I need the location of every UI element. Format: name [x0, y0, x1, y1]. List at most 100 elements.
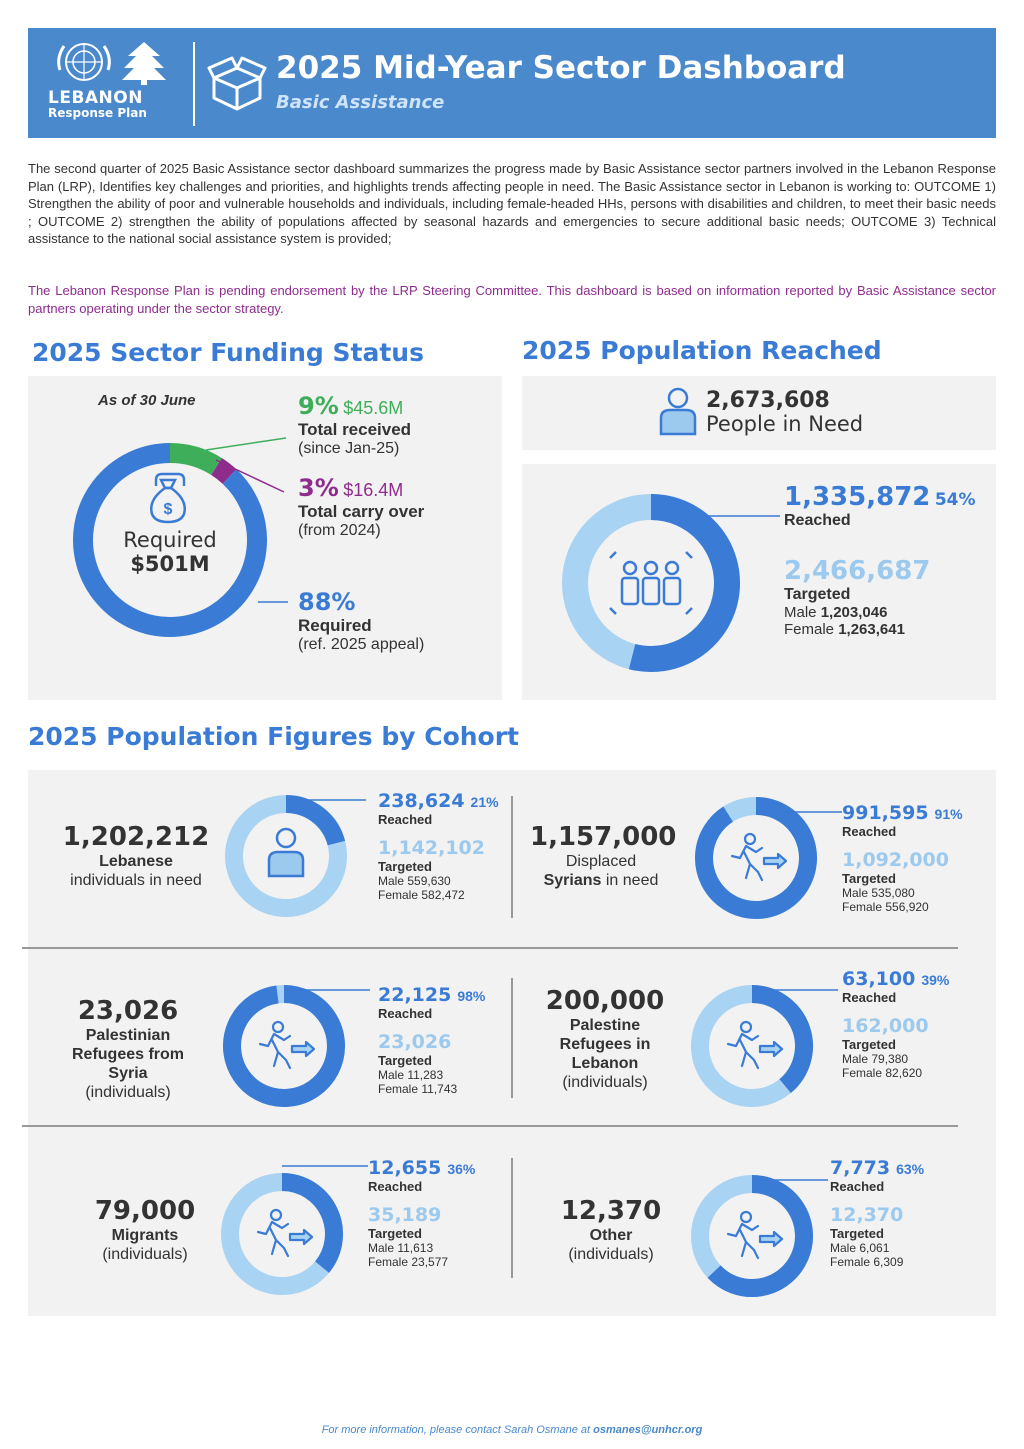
funding-center-label: Required	[123, 528, 217, 552]
population-donut	[562, 494, 740, 672]
cohort-reached-label: Reached	[842, 824, 897, 839]
running-person-icon	[730, 832, 788, 882]
header-banner: LEBANON Response Plan 2025 Mid-Year Sect…	[28, 28, 996, 138]
cohort-targeted-label: Targeted	[842, 871, 896, 886]
intro-paragraph: The second quarter of 2025 Basic Assista…	[28, 161, 996, 246]
received-pct: 9%	[298, 392, 339, 420]
population-reached-segment	[628, 494, 740, 672]
cohort-targeted-value: 35,189	[368, 1204, 442, 1226]
pin-label: People in Need	[706, 412, 864, 436]
cohort-lebanese-header: 1,202,212 Lebanese individuals in need	[50, 822, 222, 890]
required-pct: 88%	[298, 588, 356, 616]
funding-donut	[73, 443, 267, 637]
population-target-value: 2,466,687	[784, 556, 931, 586]
required-block: 88% Required (ref. 2025 appeal)	[298, 588, 424, 654]
cohort-male: Male 11,283	[378, 1068, 444, 1082]
cohort-male: Male 11,613	[368, 1241, 434, 1255]
footer-contact: For more information, please contact Sar…	[0, 1424, 1024, 1436]
cohort-prs-header: 23,026 Palestinian Refugees from Syria (…	[52, 996, 204, 1102]
funding-carryover-segment	[211, 458, 237, 485]
received-note: (since Jan-25)	[298, 440, 400, 457]
population-heading: 2025 Population Reached	[522, 336, 882, 365]
cohort-name: Palestinian Refugees from Syria	[71, 1027, 185, 1082]
cohort-reached-pct: 39%	[921, 972, 950, 988]
cohort-reached-segment	[751, 985, 813, 1093]
cohort-leader-line	[284, 989, 370, 991]
cohort-in-need-value: 79,000	[94, 1196, 196, 1226]
cohort-name-prefix: Displaced	[565, 853, 637, 870]
population-target-label: Targeted	[784, 586, 851, 603]
cohort-syrians-stats: 991,595 91% Reached 1,092,000 Targeted Ma…	[842, 802, 963, 914]
cohort-migrants-donut	[221, 1173, 343, 1295]
required-label: Required	[298, 616, 372, 635]
population-panel	[522, 464, 996, 700]
population-male-label: Male	[784, 604, 817, 621]
cohort-row-divider	[22, 1125, 958, 1127]
cohort-in-need-value: 1,157,000	[530, 822, 677, 852]
cohort-male: Male 559,630	[378, 874, 451, 888]
cohort-migrants-stats: 12,655 36% Reached 35,189 Targeted Male 1…	[368, 1157, 475, 1269]
cohort-reached-label: Reached	[368, 1179, 423, 1194]
cohort-reached-pct: 63%	[896, 1161, 925, 1177]
cohort-column-divider	[511, 1158, 513, 1278]
cohort-name: Syrians	[543, 872, 602, 889]
population-leader-line	[690, 515, 780, 517]
cohort-targeted-label: Targeted	[378, 1053, 432, 1068]
person-icon	[659, 387, 697, 436]
cohort-targeted-value: 162,000	[842, 1015, 929, 1037]
pin-box	[522, 376, 996, 450]
required-note: (ref. 2025 appeal)	[298, 636, 425, 653]
cohort-reached-pct: 98%	[457, 988, 486, 1004]
population-reached-value: 1,335,872	[784, 482, 931, 512]
cohort-targeted-value: 23,026	[378, 1031, 452, 1053]
contact-email-link[interactable]: osmanes@unhcr.org	[593, 1424, 703, 1436]
cohort-female: Female 11,743	[378, 1082, 458, 1096]
received-label: Total received	[298, 420, 412, 439]
cohorts-heading: 2025 Population Figures by Cohort	[28, 722, 519, 751]
carry-pct: 3%	[298, 474, 339, 502]
funding-date: As of 30 June	[98, 392, 196, 409]
cohort-female: Female 556,920	[842, 900, 929, 914]
cohort-prl-donut	[691, 985, 813, 1107]
cohort-reached-value: 22,125	[378, 984, 452, 1006]
box-icon	[207, 56, 267, 111]
cohort-other-donut	[691, 1175, 813, 1297]
cohort-reached-value: 7,773	[830, 1157, 891, 1179]
cohort-reached-pct: 36%	[447, 1161, 476, 1177]
population-reached-pct: 54%	[934, 490, 976, 510]
carry-note: (from 2024)	[298, 522, 381, 539]
population-male-value: 1,203,046	[820, 604, 888, 621]
cohort-name: Migrants	[111, 1227, 179, 1244]
cohort-lebanese-donut	[225, 795, 347, 917]
cohort-leader-line	[752, 1179, 828, 1181]
cohort-description: (individuals)	[568, 1246, 654, 1263]
cohort-female: Female 6,309	[830, 1255, 904, 1269]
group-icon	[609, 551, 693, 615]
logo-title: LEBANON	[48, 88, 143, 108]
lrp-logo: LEBANON Response Plan	[48, 40, 188, 130]
cohort-male: Male 6,061	[830, 1241, 890, 1255]
header-divider	[193, 42, 195, 126]
received-amount: $45.6M	[343, 398, 404, 418]
page-title: 2025 Mid-Year Sector Dashboard	[276, 50, 846, 86]
pin-value: 2,673,608	[706, 388, 830, 413]
running-person-icon	[726, 1210, 784, 1260]
cohort-targeted-label: Targeted	[368, 1226, 422, 1241]
cohort-targeted-value: 12,370	[830, 1204, 904, 1226]
cohort-prs-donut	[223, 985, 345, 1107]
cohort-syrians-header: 1,157,000 Displaced Syrians in need	[530, 822, 677, 890]
cohort-migrants-header: 79,000 Migrants (individuals)	[70, 1196, 220, 1264]
running-person-icon	[258, 1020, 316, 1070]
cohort-leader-line	[286, 799, 366, 801]
cohort-column-divider	[511, 796, 513, 918]
cohort-reached-label: Reached	[830, 1179, 885, 1194]
cohort-in-need-value: 23,026	[77, 996, 179, 1026]
population-reached-label: Reached	[784, 512, 851, 529]
cohort-female: Female 23,577	[368, 1255, 449, 1269]
cohort-reached-value: 12,655	[368, 1157, 442, 1179]
cohort-targeted-value: 1,092,000	[842, 849, 949, 871]
cohort-in-need-value: 1,202,212	[62, 822, 210, 852]
cohort-name: Lebanese	[99, 853, 173, 870]
cohort-name: Palestine Refugees in Lebanon	[559, 1017, 651, 1072]
logo-subtitle: Response Plan	[48, 106, 147, 120]
